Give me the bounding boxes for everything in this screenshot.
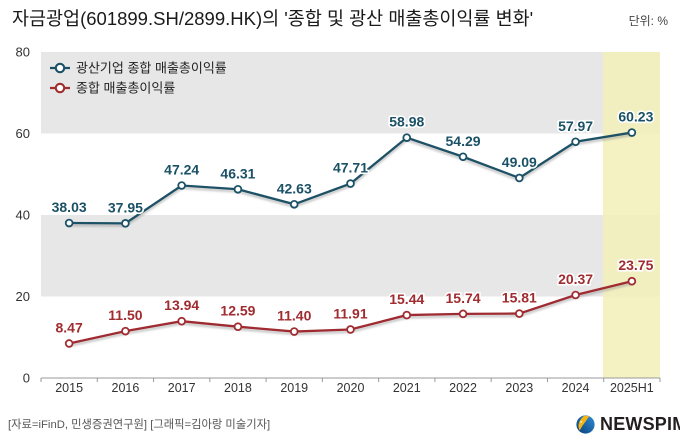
svg-text:2025H1: 2025H1 <box>610 381 654 395</box>
svg-text:2019: 2019 <box>280 381 308 395</box>
svg-text:60: 60 <box>16 126 30 141</box>
svg-text:40: 40 <box>16 208 30 223</box>
svg-text:[자료=iFinD, 민생증권연구원] [그래픽=김아랑 미: [자료=iFinD, 민생증권연구원] [그래픽=김아랑 미술기자] <box>8 417 270 431</box>
svg-text:60.23: 60.23 <box>618 109 653 125</box>
svg-text:0: 0 <box>23 371 30 386</box>
svg-text:11.50: 11.50 <box>108 307 142 323</box>
svg-text:종합 매출총이익률: 종합 매출총이익률 <box>76 81 175 96</box>
svg-text:8.47: 8.47 <box>56 319 83 335</box>
svg-text:20.37: 20.37 <box>558 271 593 287</box>
svg-text:49.09: 49.09 <box>502 154 537 170</box>
svg-text:47.71: 47.71 <box>333 160 368 176</box>
svg-text:38.03: 38.03 <box>52 199 87 215</box>
svg-text:2020: 2020 <box>337 381 365 395</box>
svg-text:11.91: 11.91 <box>333 305 367 321</box>
svg-text:2021: 2021 <box>393 381 421 395</box>
svg-text:46.31: 46.31 <box>220 165 255 181</box>
svg-text:광산기업 종합 매출총이익률: 광산기업 종합 매출총이익률 <box>76 61 227 76</box>
svg-text:37.95: 37.95 <box>108 199 143 215</box>
svg-text:54.29: 54.29 <box>446 133 481 149</box>
svg-text:2023: 2023 <box>505 381 533 395</box>
svg-text:2017: 2017 <box>168 381 196 395</box>
svg-text:20: 20 <box>16 289 30 304</box>
svg-text:2015: 2015 <box>55 381 83 395</box>
svg-text:57.97: 57.97 <box>558 118 593 134</box>
svg-text:12.59: 12.59 <box>220 303 255 319</box>
svg-text:15.74: 15.74 <box>446 290 481 306</box>
svg-text:자금광업(601899.SH/2899.HK)의 '종합 및: 자금광업(601899.SH/2899.HK)의 '종합 및 광산 매출총이익률… <box>12 8 533 29</box>
svg-text:11.40: 11.40 <box>277 308 311 324</box>
svg-text:2016: 2016 <box>112 381 140 395</box>
svg-text:15.44: 15.44 <box>389 291 424 307</box>
svg-text:80: 80 <box>16 45 30 60</box>
svg-text:42.63: 42.63 <box>277 180 312 196</box>
svg-text:2024: 2024 <box>562 381 590 395</box>
svg-text:13.94: 13.94 <box>164 297 199 313</box>
svg-text:단위: %: 단위: % <box>629 14 669 28</box>
svg-text:15.81: 15.81 <box>502 290 537 306</box>
svg-text:58.98: 58.98 <box>389 114 424 130</box>
svg-text:2022: 2022 <box>449 381 477 395</box>
svg-text:2018: 2018 <box>224 381 252 395</box>
svg-text:47.24: 47.24 <box>164 162 199 178</box>
svg-text:23.75: 23.75 <box>618 257 653 273</box>
